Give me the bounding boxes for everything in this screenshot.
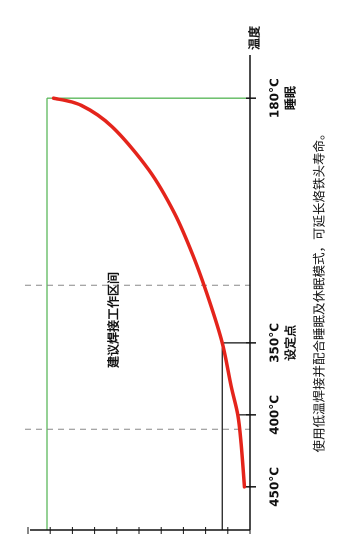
grid-lines	[46, 97, 250, 530]
tick-labels: 180°C 睡眠 350°C 设定点 400°C 450°C	[268, 78, 298, 507]
axis-label: 温度	[247, 25, 262, 50]
tick-label: 450°C	[268, 467, 282, 507]
tick-label: 350°C	[268, 323, 282, 363]
tick-sublabel: 设定点	[283, 325, 298, 361]
tick-label: 180°C	[268, 78, 282, 118]
guide-lines	[25, 284, 250, 430]
tick-label: 400°C	[268, 395, 282, 435]
temperature-axis	[27, 55, 256, 534]
series-curve	[51, 96, 247, 489]
tick-sublabel: 睡眠	[283, 86, 298, 110]
zone-label: 建议焊接工作区间	[106, 272, 121, 369]
note-text: 使用低温焊接并配合睡眠及休眠模式，可延长烙铁头寿命。	[312, 127, 327, 452]
